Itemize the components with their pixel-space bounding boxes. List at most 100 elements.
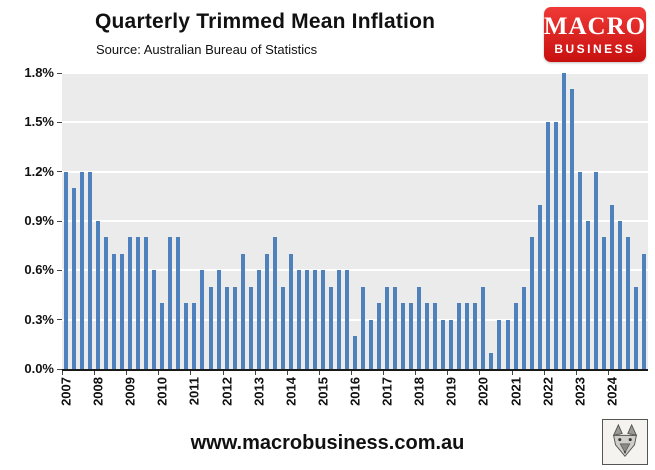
bar-2019Q3 (465, 303, 470, 369)
bar-2024Q2 (617, 221, 622, 369)
bar-2023Q1 (577, 171, 582, 369)
y-axis-tick (57, 121, 62, 123)
x-axis-tick (126, 371, 128, 375)
bar-2018Q4 (441, 319, 446, 369)
bar-2015Q4 (344, 270, 349, 369)
gridline (62, 269, 648, 272)
bar-2008Q4 (120, 253, 125, 369)
bar-2012Q1 (224, 286, 229, 369)
y-axis-label: 0.9% (24, 213, 54, 228)
chart-subtitle: Source: Australian Bureau of Statistics (96, 42, 318, 57)
bar-2024Q1 (609, 204, 614, 369)
x-axis-tick (543, 371, 545, 375)
bar-2017Q1 (385, 286, 390, 369)
bar-2020Q1 (481, 286, 486, 369)
bar-2019Q1 (449, 319, 454, 369)
y-axis-tick (57, 220, 62, 222)
x-axis-tick (350, 371, 352, 375)
macrobusiness-logo-line2: BUSINESS (554, 41, 636, 56)
bar-2023Q3 (593, 171, 598, 369)
x-axis-tick (158, 371, 160, 375)
bar-2014Q1 (288, 253, 293, 369)
bar-2020Q3 (497, 319, 502, 369)
x-axis-tick (190, 371, 192, 375)
x-axis-label: 2017 (379, 377, 395, 406)
x-axis-label: 2010 (154, 377, 170, 406)
gridline (62, 121, 648, 124)
bar-2020Q4 (505, 319, 510, 369)
bar-2017Q2 (393, 286, 398, 369)
y-axis-tick (57, 368, 62, 370)
bar-2018Q1 (417, 286, 422, 369)
bar-2019Q4 (473, 303, 478, 369)
x-axis-label: 2016 (347, 377, 363, 406)
bar-2017Q3 (401, 303, 406, 369)
bar-2013Q2 (264, 253, 269, 369)
x-axis-tick (415, 371, 417, 375)
bar-2022Q3 (561, 73, 566, 369)
bar-2016Q3 (369, 319, 374, 369)
wolf-logo (602, 419, 648, 465)
bar-2025Q1 (641, 253, 646, 369)
gridline (62, 170, 648, 173)
bar-2012Q2 (232, 286, 237, 369)
bar-2013Q1 (256, 270, 261, 369)
bar-2007Q4 (88, 171, 93, 369)
x-axis-tick (607, 371, 609, 375)
bar-2014Q4 (312, 270, 317, 369)
bar-2023Q4 (601, 237, 606, 369)
bar-2016Q4 (377, 303, 382, 369)
bar-2011Q4 (216, 270, 221, 369)
y-axis-tick (57, 171, 62, 173)
bar-2008Q2 (104, 237, 109, 369)
x-axis-label: 2012 (219, 377, 235, 406)
x-axis-label: 2011 (186, 377, 202, 406)
gridline (62, 72, 648, 74)
x-axis-label: 2015 (315, 377, 331, 406)
y-axis-tick (57, 72, 62, 74)
x-axis-label: 2013 (251, 377, 267, 406)
bar-2015Q2 (328, 286, 333, 369)
bar-2019Q2 (457, 303, 462, 369)
x-axis-label: 2022 (540, 377, 556, 406)
bar-2023Q2 (585, 221, 590, 369)
x-axis-tick (94, 371, 96, 375)
x-axis-tick (318, 371, 320, 375)
bar-2016Q2 (361, 286, 366, 369)
x-axis-tick (254, 371, 256, 375)
bar-2022Q2 (553, 122, 558, 369)
bar-2024Q3 (625, 237, 630, 369)
bar-2015Q1 (320, 270, 325, 369)
bar-2009Q4 (152, 270, 157, 369)
x-axis-label: 2021 (508, 377, 524, 406)
y-axis-tick (57, 269, 62, 271)
x-axis-tick (447, 371, 449, 375)
x-axis-label: 2009 (122, 377, 138, 406)
bar-2021Q3 (529, 237, 534, 369)
chart-title: Quarterly Trimmed Mean Inflation (95, 10, 436, 33)
y-axis-tick (57, 319, 62, 321)
bar-2011Q2 (200, 270, 205, 369)
y-axis-label: 1.5% (24, 114, 54, 130)
x-axis-label: 2014 (283, 377, 299, 406)
x-axis-label: 2020 (475, 377, 491, 406)
bar-2009Q1 (128, 237, 133, 369)
bar-2016Q1 (353, 336, 357, 369)
gridline (62, 318, 648, 321)
bar-2014Q3 (304, 270, 309, 369)
wolf-head-icon (612, 423, 638, 457)
x-axis-tick (575, 371, 577, 375)
bar-2024Q4 (633, 286, 638, 369)
bar-2013Q3 (272, 237, 277, 369)
gridline (62, 220, 648, 222)
bar-2022Q1 (545, 122, 550, 369)
macrobusiness-logo: MACRO BUSINESS (544, 7, 646, 62)
x-axis-tick (511, 371, 513, 375)
y-axis-label: 0.6% (24, 262, 54, 278)
bar-2007Q3 (80, 171, 85, 369)
bar-2011Q3 (208, 286, 213, 369)
bar-2015Q3 (336, 270, 341, 369)
x-axis-label: 2019 (443, 377, 459, 406)
bar-2017Q4 (409, 303, 414, 369)
